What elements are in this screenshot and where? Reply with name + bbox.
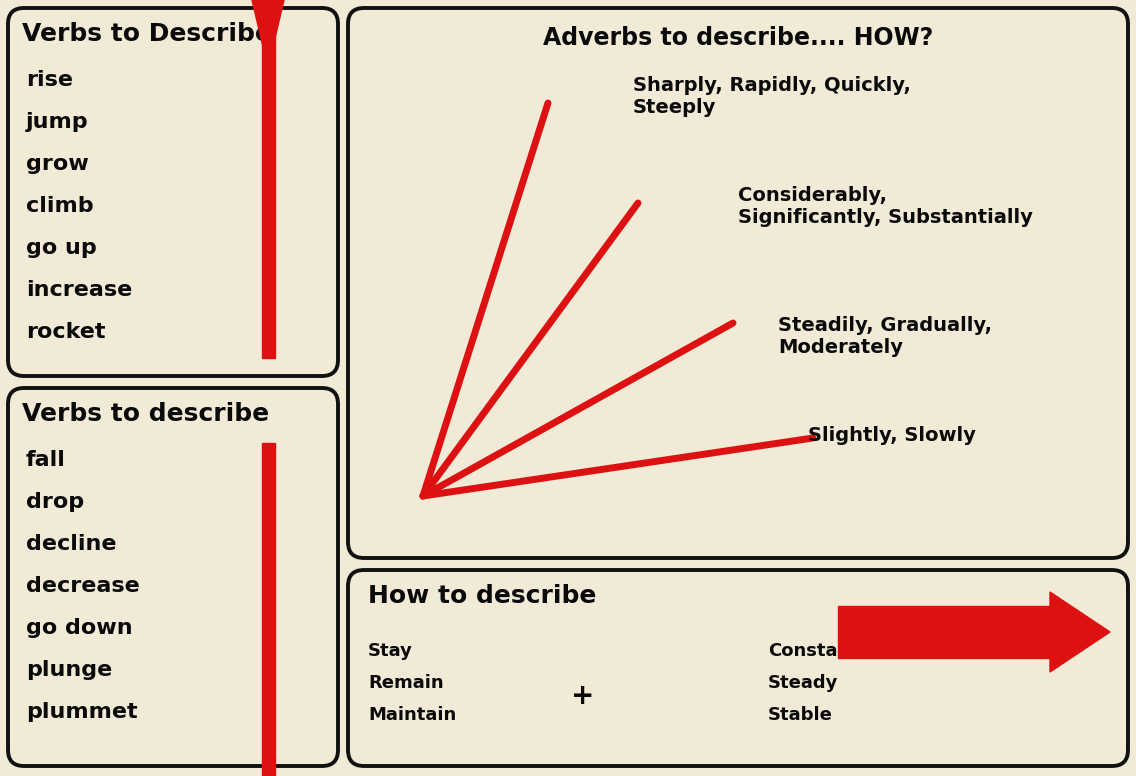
Text: grow: grow (26, 154, 89, 174)
Text: Stable: Stable (768, 706, 833, 724)
Text: Verbs to describe: Verbs to describe (22, 402, 269, 426)
Text: Steady: Steady (768, 674, 838, 692)
FancyBboxPatch shape (8, 8, 339, 376)
Text: climb: climb (26, 196, 93, 216)
Text: +: + (571, 682, 594, 710)
Text: Remain: Remain (368, 674, 444, 692)
Text: plummet: plummet (26, 702, 137, 722)
Text: Verbs to Describe: Verbs to Describe (22, 22, 272, 46)
Text: decline: decline (26, 534, 117, 554)
Text: Maintain: Maintain (368, 706, 457, 724)
Text: rise: rise (26, 70, 73, 90)
Text: decrease: decrease (26, 576, 140, 596)
Text: go up: go up (26, 238, 97, 258)
Polygon shape (838, 606, 1050, 658)
Text: increase: increase (26, 280, 132, 300)
Text: Stay: Stay (368, 642, 412, 660)
FancyBboxPatch shape (348, 570, 1128, 766)
Text: go down: go down (26, 618, 133, 638)
Text: jump: jump (26, 112, 89, 132)
Polygon shape (261, 443, 275, 776)
Text: Adverbs to describe.... HOW?: Adverbs to describe.... HOW? (543, 26, 933, 50)
Text: fall: fall (26, 450, 66, 470)
Text: drop: drop (26, 492, 84, 512)
Text: Slightly, Slowly: Slightly, Slowly (808, 426, 976, 445)
Text: Considerably,
Significantly, Substantially: Considerably, Significantly, Substantial… (738, 186, 1033, 227)
Text: plunge: plunge (26, 660, 112, 680)
Text: Steadily, Gradually,
Moderately: Steadily, Gradually, Moderately (778, 316, 992, 357)
Polygon shape (248, 0, 289, 68)
FancyBboxPatch shape (348, 8, 1128, 558)
Polygon shape (248, 756, 289, 776)
Text: Sharply, Rapidly, Quickly,
Steeply: Sharply, Rapidly, Quickly, Steeply (633, 76, 911, 117)
Text: Constant: Constant (768, 642, 859, 660)
Text: rocket: rocket (26, 322, 106, 342)
Polygon shape (261, 0, 275, 358)
Polygon shape (1050, 592, 1110, 672)
Text: How to describe: How to describe (368, 584, 596, 608)
FancyBboxPatch shape (8, 388, 339, 766)
